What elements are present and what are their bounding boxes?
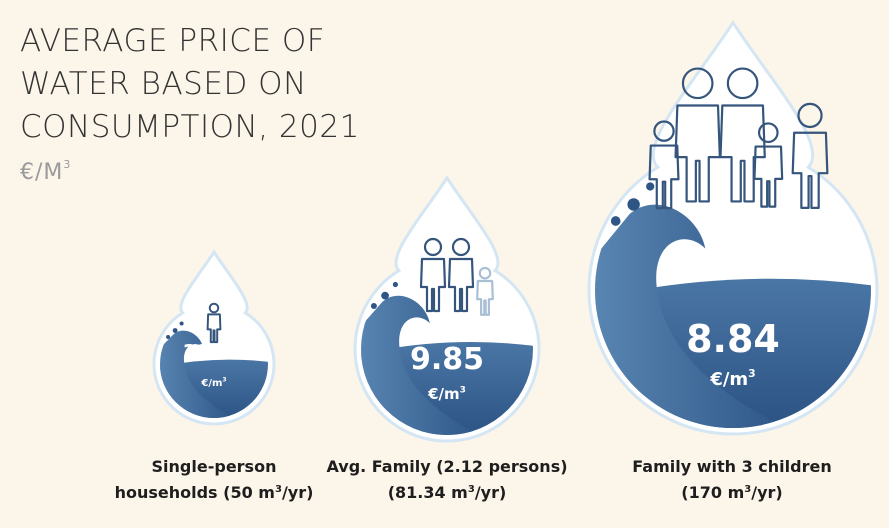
wave <box>595 204 789 428</box>
spray-dot <box>166 335 171 339</box>
title-line-1: AVERAGE PRICE OF <box>20 23 326 59</box>
spray-dot <box>610 216 621 226</box>
category-label-line-1: Single-person <box>151 457 277 476</box>
person-body <box>206 313 222 344</box>
people-icon <box>648 67 829 210</box>
category-label-2: Avg. Family (2.12 persons) (81.34 m3/yr) <box>307 455 587 504</box>
wave <box>160 330 236 418</box>
category-label-1: Single-person households (50 m3/yr) <box>74 455 354 504</box>
person-head <box>681 67 714 100</box>
person-body <box>447 257 475 313</box>
person-head <box>757 122 779 144</box>
drop-1: 11.06 €/m3 <box>152 249 276 426</box>
person-body <box>753 145 784 208</box>
category-label-line-1: Family with 3 children <box>632 457 832 476</box>
person-head <box>797 102 823 129</box>
value-label: 11.06 <box>182 340 245 364</box>
value-label: 9.85 <box>410 342 484 377</box>
value-unit: €/m3 <box>427 385 466 403</box>
person-head <box>653 120 675 142</box>
person-head <box>423 237 443 257</box>
value-unit: €/m3 <box>200 377 226 390</box>
drop-2: 9.85 €/m3 <box>353 175 541 443</box>
person-head <box>451 237 471 257</box>
value-unit: €/m3 <box>709 367 755 390</box>
category-label-line-2: (81.34 m3/yr) <box>387 483 507 502</box>
value-label: 8.84 <box>686 317 780 361</box>
person-body <box>791 131 829 209</box>
person-body <box>719 104 766 203</box>
title-line-3: CONSUMPTION, 2021 <box>20 109 360 145</box>
category-label-line-1: Avg. Family (2.12 persons) <box>326 457 568 476</box>
spray-dot <box>627 198 640 211</box>
spray-dot <box>179 321 184 326</box>
person-head <box>478 266 492 280</box>
people-icon <box>419 237 494 316</box>
person-body <box>648 144 680 210</box>
spray-dot <box>381 291 389 300</box>
person-body <box>419 257 447 313</box>
category-label-line-2: households (50 m3/yr) <box>114 483 314 502</box>
people-icon <box>206 302 222 344</box>
category-label-line-2: (170 m3/yr) <box>681 483 783 502</box>
person-head <box>208 302 220 314</box>
person-body <box>476 279 494 316</box>
title-line-2: WATER BASED ON <box>20 66 307 102</box>
spray-dot <box>172 328 178 333</box>
wave <box>361 295 482 435</box>
unit-label: €/M3 <box>20 158 71 185</box>
spray-dot <box>370 302 377 310</box>
category-label-3: Family with 3 children (170 m3/yr) <box>592 455 872 504</box>
person-head <box>726 67 759 100</box>
spray-dot <box>646 182 655 191</box>
unit-base: €/M <box>20 160 64 185</box>
chart-title: AVERAGE PRICE OF WATER BASED ON CONSUMPT… <box>20 20 440 149</box>
unit-superscript: 3 <box>63 158 72 171</box>
spray-dot <box>392 281 398 288</box>
drop-3: 8.84 €/m3 <box>587 19 879 436</box>
